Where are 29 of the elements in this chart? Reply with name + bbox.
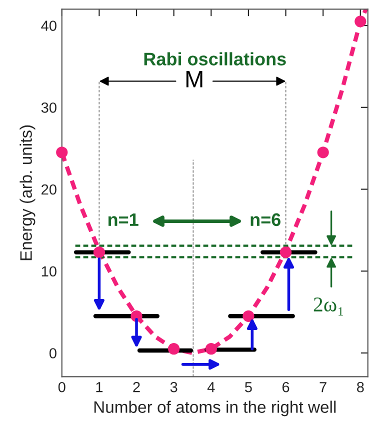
y-tick-label: 20 — [42, 184, 56, 195]
x-tick-label: 6 — [282, 382, 290, 392]
y-tick-label: 10 — [42, 266, 56, 277]
annotation: n=6 — [250, 213, 281, 226]
x-tick-label: 7 — [320, 382, 326, 392]
point — [168, 343, 180, 355]
point — [280, 246, 292, 258]
x-tick-label: 4 — [207, 382, 215, 392]
point — [56, 146, 68, 158]
point — [317, 146, 329, 158]
point — [93, 246, 106, 258]
x-tick-label: 2 — [133, 382, 140, 392]
annotation: M — [186, 71, 202, 88]
point — [242, 310, 254, 322]
annotation: n=1 — [108, 213, 138, 226]
point — [205, 343, 217, 355]
annotation: Rabi oscillations — [144, 52, 286, 66]
y-tick-label: 40 — [41, 20, 56, 31]
y-tick-label: 30 — [41, 102, 56, 113]
y-axis-title: Energy (arb. units) — [20, 125, 36, 260]
point — [354, 16, 366, 28]
x-tick-label: 8 — [356, 382, 364, 392]
x-tick-label: 1 — [96, 382, 103, 392]
x-tick-label: 3 — [170, 382, 178, 392]
x-axis-title: Number of atoms in the right well — [94, 400, 336, 416]
x-tick-label: 5 — [244, 382, 252, 392]
x-tick-label: 0 — [58, 382, 66, 392]
annotation: 2ω₁ — [314, 298, 343, 316]
y-tick-label: 0 — [49, 348, 56, 358]
